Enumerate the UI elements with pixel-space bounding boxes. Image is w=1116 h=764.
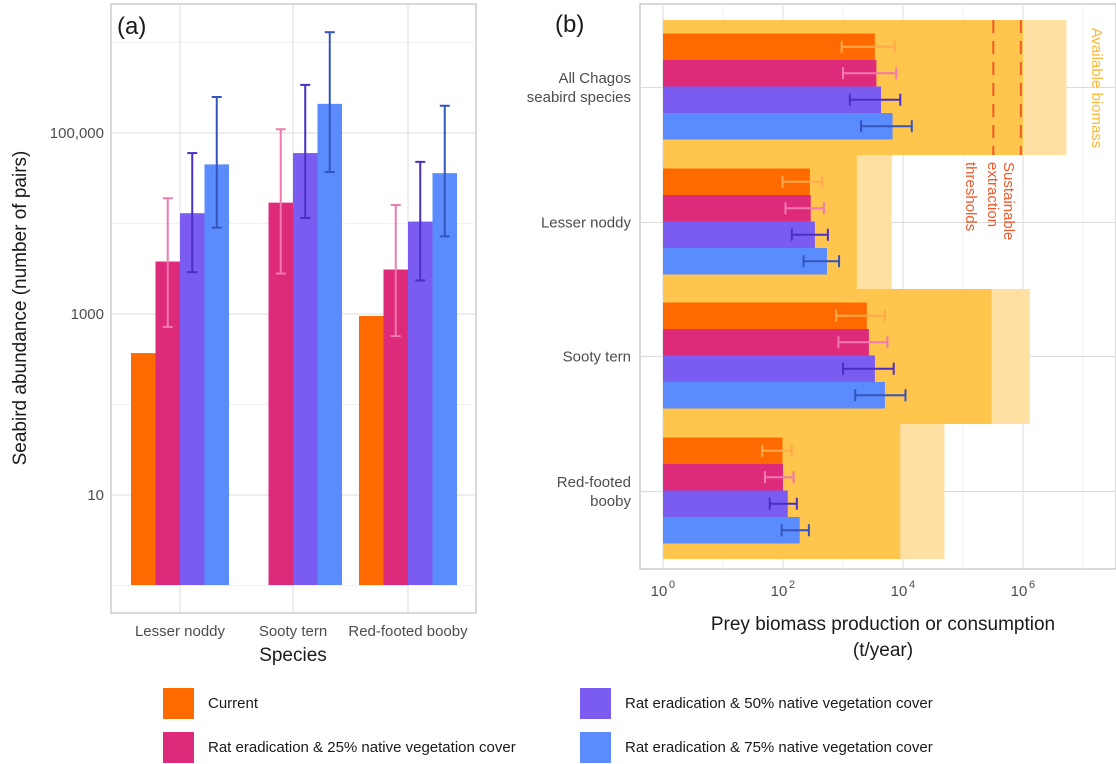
y-tick-label: Lesser noddy xyxy=(541,215,632,232)
legend-label-current: Current xyxy=(208,695,259,712)
x-tick-label: Sooty tern xyxy=(259,623,327,640)
figure: 10 1000 100,000 Lesser noddy Sooty tern Red-… xyxy=(10,3,1116,666)
bar-rat75 xyxy=(663,113,893,140)
threshold-labels: extraction thresholds xyxy=(962,162,1001,231)
panel-a-y-title: Seabird abundance (number of pairs) xyxy=(10,151,31,466)
bar-rat75 xyxy=(663,248,827,275)
bar-current xyxy=(131,353,156,585)
legend-item-rat50: Rat eradication & 50% native vegetation … xyxy=(580,688,933,719)
legend-item-rat25: Rat eradication & 25% native vegetation … xyxy=(163,732,516,763)
y-tick-label: booby xyxy=(590,493,631,510)
panel-b-x-title-line: Prey biomass production or consumption xyxy=(711,614,1055,635)
legend-swatch-rat75 xyxy=(580,732,611,763)
bar-current xyxy=(359,316,384,585)
legend: Current Rat eradication & 50% native veg… xyxy=(0,680,1116,764)
panel-b-x-ticks: 10 0 10 2 10 4 10 6 xyxy=(651,579,1035,600)
y-tick-label: 1000 xyxy=(71,306,104,323)
panel-a-x-title: Species xyxy=(259,645,327,666)
bar-rat25 xyxy=(663,60,877,87)
panel-a-x-ticks: Lesser noddy Sooty tern Red-footed booby xyxy=(135,623,468,640)
bar-rat50 xyxy=(663,490,788,517)
legend-label-rat50: Rat eradication & 50% native vegetation … xyxy=(625,695,933,712)
panel-b-label: (b) xyxy=(555,11,584,38)
panel-a-y-ticks: 10 1000 100,000 xyxy=(50,125,104,504)
panel-a: 10 1000 100,000 Lesser noddy Sooty tern Red-… xyxy=(10,3,477,666)
y-tick-label: seabird species xyxy=(527,89,631,106)
x-tick-label: Lesser noddy xyxy=(135,623,226,640)
y-tick-label: 10 xyxy=(87,487,104,504)
legend-label-rat25: Rat eradication & 25% native vegetation … xyxy=(208,739,516,756)
panel-a-label: (a) xyxy=(117,13,146,40)
bar-rat25 xyxy=(663,329,869,356)
y-tick-label: Red-footed xyxy=(557,474,631,491)
x-tick-label: 10 xyxy=(651,583,668,600)
bar-rat50 xyxy=(663,221,815,248)
panel-b-thresholds xyxy=(992,20,1022,155)
x-tick-label: 10 xyxy=(771,583,788,600)
legend-label-rat75: Rat eradication & 75% native vegetation … xyxy=(625,739,933,756)
y-tick-label: 100,000 xyxy=(50,125,104,142)
threshold-label-line: extraction xyxy=(984,162,1001,227)
legend-swatch-rat50 xyxy=(580,688,611,719)
bar-current xyxy=(663,302,867,329)
panel-b-x-title-line: (t/year) xyxy=(853,640,913,661)
bar-current xyxy=(663,33,875,60)
bar-rat75 xyxy=(317,103,342,585)
bar-rat75 xyxy=(663,517,800,544)
legend-item-current: Current xyxy=(163,688,258,719)
x-tick-exponent: 0 xyxy=(669,579,675,591)
legend-item-rat75: Rat eradication & 75% native vegetation … xyxy=(580,732,933,763)
y-tick-label: All Chagos xyxy=(558,70,631,87)
sustainable-label: Sustainable xyxy=(1000,162,1017,240)
bar-rat75 xyxy=(204,164,229,585)
x-tick-label: 10 xyxy=(891,583,908,600)
bar-rat25 xyxy=(663,464,783,491)
x-tick-exponent: 4 xyxy=(909,579,915,591)
y-tick-label: Sooty tern xyxy=(563,349,631,366)
bar-rat50 xyxy=(663,86,882,113)
bar-rat50 xyxy=(293,153,318,585)
bar-rat50 xyxy=(663,355,875,382)
panel-b-x-title: Prey biomass production or consumption (t… xyxy=(711,614,1055,661)
bar-rat50 xyxy=(180,213,205,586)
available-biomass-label: Available biomass xyxy=(1088,28,1105,149)
bar-rat75 xyxy=(663,382,885,409)
x-tick-exponent: 2 xyxy=(789,579,795,591)
panel-b-bars xyxy=(663,33,913,544)
panel-b-y-ticks: All Chagos seabird species Lesser noddy Soo… xyxy=(527,70,632,510)
legend-swatch-rat25 xyxy=(163,732,194,763)
x-tick-label: 10 xyxy=(1011,583,1028,600)
panel-a-bars xyxy=(131,31,457,586)
bar-rat75 xyxy=(432,173,457,586)
x-tick-label: Red-footed booby xyxy=(348,623,468,640)
legend-swatch-current xyxy=(163,688,194,719)
x-tick-exponent: 6 xyxy=(1029,579,1035,591)
bar-rat50 xyxy=(408,221,433,585)
threshold-label-line: thresholds xyxy=(962,162,979,231)
